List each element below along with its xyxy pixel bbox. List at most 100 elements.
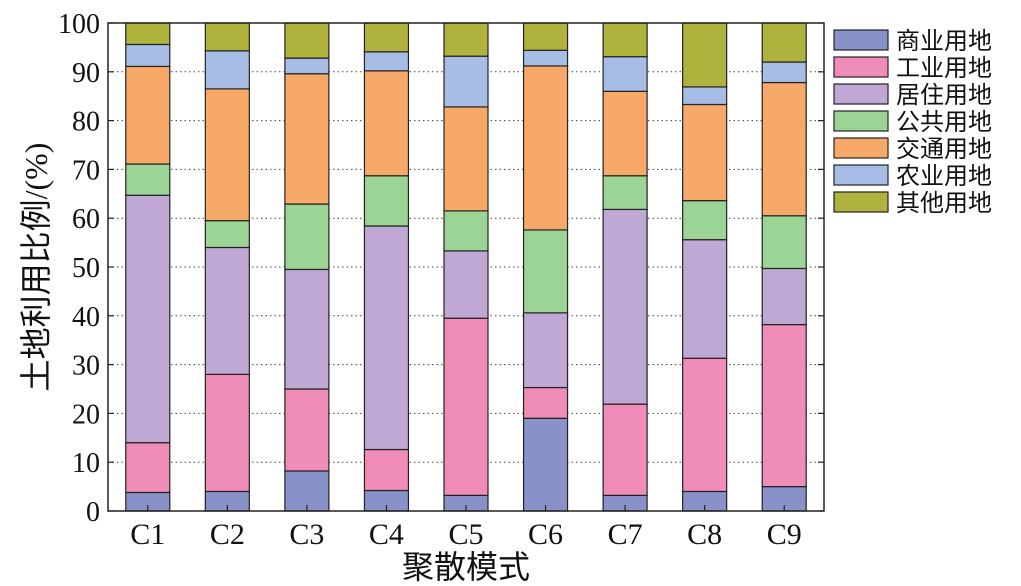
bar-segment-C9-2 xyxy=(761,267,807,326)
bar-segment-C6-4 xyxy=(522,65,569,231)
bar-segment-C7-3 xyxy=(602,175,648,211)
bar-segment-C8-3 xyxy=(682,200,728,241)
legend-label-1: 工业用地 xyxy=(896,55,992,82)
legend-label-4: 交通用地 xyxy=(896,136,992,163)
bar-segment-C7-6 xyxy=(602,22,648,58)
bar-segment-C2-6 xyxy=(204,22,250,52)
y-tick-label-40: 40 xyxy=(72,302,100,333)
y-tick-label-70: 70 xyxy=(72,155,100,186)
bars xyxy=(125,22,807,512)
bar-segment-C1-1 xyxy=(125,442,171,494)
bar-segment-C3-2 xyxy=(284,268,330,390)
bar-segment-C9-4 xyxy=(761,81,807,217)
bar-segment-C1-3 xyxy=(125,163,171,196)
bar-segment-C7-2 xyxy=(602,208,648,405)
bar-segment-C8-5 xyxy=(682,86,728,106)
bar-segment-C9-6 xyxy=(761,22,807,63)
bar-segment-C1-6 xyxy=(125,22,171,46)
legend-label-6: 其他用地 xyxy=(896,190,992,217)
bar-segment-C4-1 xyxy=(363,448,410,492)
legend-label-5: 农业用地 xyxy=(896,163,992,190)
legend-label-3: 公共用地 xyxy=(896,109,992,136)
legend-item-4: 交通用地 xyxy=(833,136,992,163)
x-tick-label-C9: C9 xyxy=(767,518,802,551)
bar-segment-C3-3 xyxy=(284,203,330,271)
x-tick-label-C3: C3 xyxy=(289,518,324,551)
bar-segment-C7-1 xyxy=(602,403,648,496)
x-axis-ticks: C1 C2 C3 C4 C5 C6 C7 C8 C9 xyxy=(130,505,802,551)
x-tick-label-C5: C5 xyxy=(448,518,483,551)
bar-segment-C4-3 xyxy=(363,175,410,227)
y-tick-label-30: 30 xyxy=(72,351,100,382)
bar-segment-C4-4 xyxy=(363,70,410,177)
bar-segment-C6-3 xyxy=(522,229,569,314)
bar-segment-C3-5 xyxy=(284,57,330,75)
bar-segment-C5-1 xyxy=(443,317,489,496)
bar-segment-C5-2 xyxy=(443,250,489,319)
bar-C2 xyxy=(204,22,250,512)
bar-segment-C3-4 xyxy=(284,73,330,205)
y-axis-ticks: 0 10 20 30 40 50 60 70 80 90 100 xyxy=(58,9,824,528)
legend-item-1: 工业用地 xyxy=(833,55,992,82)
bar-segment-C8-4 xyxy=(682,103,728,202)
x-tick-label-C8: C8 xyxy=(687,518,722,551)
bar-segment-C6-2 xyxy=(522,312,569,389)
y-axis-title: 土地利用比例/(%) xyxy=(18,143,54,392)
legend-swatch-0 xyxy=(833,29,889,51)
y-tick-label-60: 60 xyxy=(72,204,100,235)
bar-segment-C9-5 xyxy=(761,61,807,84)
bar-C7 xyxy=(602,22,648,512)
y-tick-label-100: 100 xyxy=(58,9,100,40)
y-tick-label-90: 90 xyxy=(72,58,100,89)
bar-segment-C2-1 xyxy=(204,373,250,493)
bar-segment-C8-6 xyxy=(682,22,728,88)
bar-segment-C8-2 xyxy=(682,239,728,359)
bar-segment-C3-6 xyxy=(284,22,330,59)
legend-swatch-1 xyxy=(833,56,889,78)
bar-segment-C8-1 xyxy=(682,357,728,493)
bar-segment-C5-5 xyxy=(443,55,489,108)
bar-segment-C5-3 xyxy=(443,210,489,252)
bar-segment-C6-1 xyxy=(522,386,569,419)
bar-segment-C4-5 xyxy=(363,51,410,72)
bar-C6 xyxy=(522,22,569,512)
x-tick-label-C1: C1 xyxy=(130,518,165,551)
bar-segment-C9-1 xyxy=(761,323,807,488)
bar-C4 xyxy=(363,22,410,512)
y-tick-label-0: 0 xyxy=(86,497,100,528)
x-tick-label-C4: C4 xyxy=(369,518,404,551)
bar-segment-C1-2 xyxy=(125,194,171,444)
bar-segment-C2-3 xyxy=(204,220,250,249)
bar-segment-C2-4 xyxy=(204,88,250,222)
legend-swatch-4 xyxy=(833,137,889,159)
bar-C1 xyxy=(125,22,171,512)
legend-item-2: 居住用地 xyxy=(833,82,992,109)
bar-segment-C6-6 xyxy=(522,22,569,51)
legend-swatch-5 xyxy=(833,164,889,186)
legend-label-0: 商业用地 xyxy=(896,28,992,55)
bar-segment-C2-2 xyxy=(204,246,250,375)
bar-segment-C4-6 xyxy=(363,22,410,53)
bar-segment-C3-1 xyxy=(284,388,330,472)
bar-segment-C5-4 xyxy=(443,106,489,212)
legend-item-5: 农业用地 xyxy=(833,163,992,190)
legend-item-6: 其他用地 xyxy=(833,190,992,217)
legend-swatch-3 xyxy=(833,110,889,132)
bar-C5 xyxy=(443,22,489,512)
bar-segment-C9-3 xyxy=(761,215,807,270)
y-tick-label-20: 20 xyxy=(72,399,100,430)
bar-segment-C4-2 xyxy=(363,225,410,451)
bar-segment-C6-0 xyxy=(522,417,569,512)
x-tick-label-C6: C6 xyxy=(528,518,563,551)
x-tick-label-C2: C2 xyxy=(210,518,245,551)
x-tick-label-C7: C7 xyxy=(608,518,643,551)
bar-segment-C5-6 xyxy=(443,22,489,57)
bar-segment-C7-4 xyxy=(602,90,648,177)
legend-item-0: 商业用地 xyxy=(833,28,992,55)
bar-segment-C3-0 xyxy=(284,470,330,512)
bar-C8 xyxy=(682,22,728,512)
bar-segment-C2-5 xyxy=(204,50,250,90)
bar-segment-C1-4 xyxy=(125,65,171,165)
